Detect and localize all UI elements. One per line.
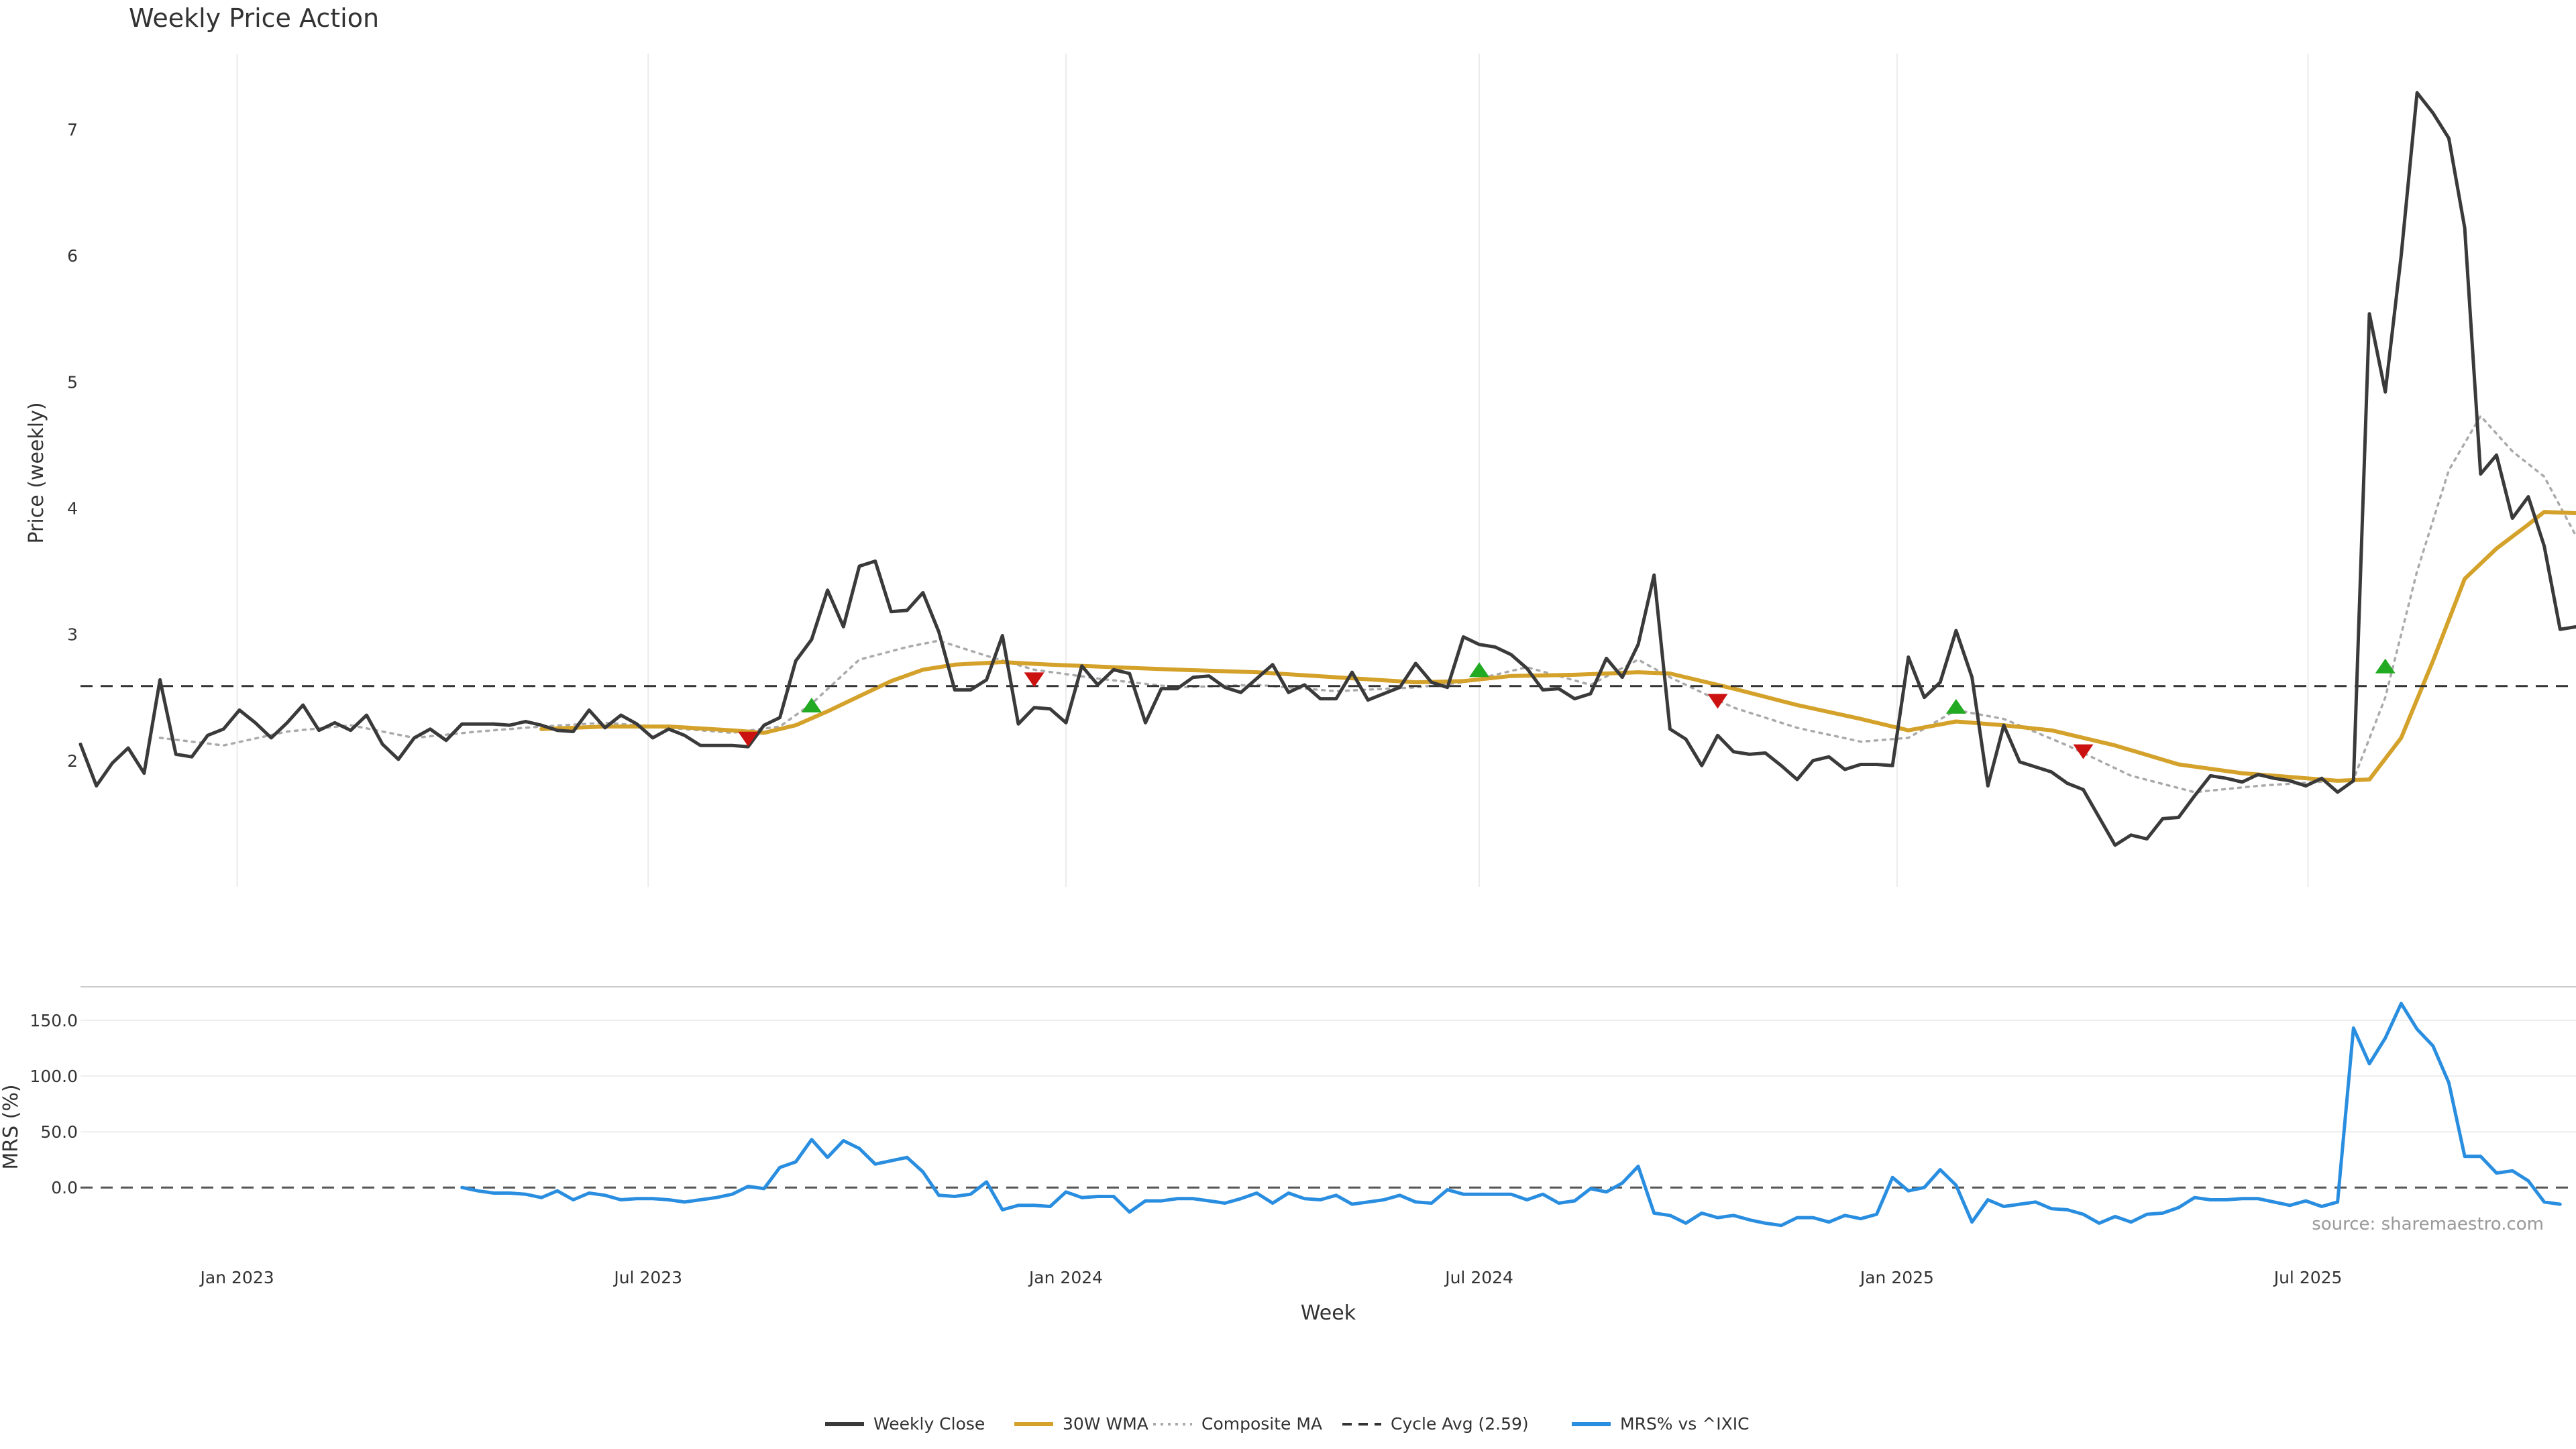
legend-item: 30W WMA — [1014, 1414, 1148, 1434]
mrs-grid — [80, 1019, 2576, 1189]
mrs-y-ticks: 0.0 50.0 100.0 150.0 — [30, 1011, 78, 1197]
price-grid — [236, 54, 2309, 887]
sell-signal-marker — [1024, 672, 1044, 688]
x-tick-label: Jan 2025 — [1859, 1268, 1934, 1287]
price-signals — [738, 658, 2396, 759]
x-axis-ticks: Jan 2023 Jul 2023 Jan 2024 Jul 2024 Jan 2025… — [199, 1268, 2343, 1287]
buy-signal-marker — [2375, 658, 2396, 674]
legend-label: Weekly Close — [873, 1414, 985, 1434]
mrs-y-tick-label: 0.0 — [51, 1178, 78, 1197]
legend-label: Cycle Avg (2.59) — [1391, 1414, 1529, 1434]
price-y-tick-label: 3 — [67, 625, 78, 645]
legend-item: Composite MA — [1153, 1414, 1322, 1434]
price-y-axis-title: Price (weekly) — [25, 402, 48, 543]
legend-label: Composite MA — [1201, 1414, 1322, 1434]
sell-signal-marker — [2073, 744, 2094, 759]
price-y-tick-label: 6 — [67, 246, 78, 266]
price-series — [78, 91, 2576, 847]
price-y-tick-label: 5 — [67, 372, 78, 392]
buy-signal-marker — [1945, 698, 1966, 714]
price-panel: Weekly Price Action Price (weekly) 2 3 4 5 6… — [25, 3, 2576, 887]
wma-30w-line — [539, 510, 2576, 783]
x-tick-label: Jul 2025 — [2273, 1268, 2343, 1287]
source-note: source: sharemaestro.com — [2312, 1214, 2544, 1234]
legend-item: MRS% vs ^IXIC — [1572, 1414, 1750, 1434]
legend-item: Cycle Avg (2.59) — [1342, 1414, 1529, 1434]
mrs-y-tick-label: 150.0 — [30, 1011, 78, 1030]
buy-signal-marker — [1469, 662, 1490, 678]
price-y-tick-label: 4 — [67, 499, 78, 519]
mrs-panel: MRS (%) 0.0 50.0 100.0 150.0 source: sharem… — [0, 986, 2576, 1325]
composite-ma-line — [158, 415, 2576, 794]
x-axis-title: Week — [1301, 1301, 1356, 1325]
mrs-y-axis-title: MRS (%) — [0, 1084, 23, 1169]
chart-title: Weekly Price Action — [129, 3, 379, 33]
x-tick-label: Jan 2023 — [199, 1268, 274, 1287]
legend-label: MRS% vs ^IXIC — [1620, 1414, 1750, 1434]
mrs-y-tick-label: 100.0 — [30, 1067, 78, 1086]
legend-label: 30W WMA — [1063, 1414, 1148, 1434]
mrs-series — [460, 1002, 2562, 1228]
legend-item: Weekly Close — [825, 1414, 985, 1434]
x-tick-label: Jan 2024 — [1028, 1268, 1103, 1287]
mrs-y-tick-label: 50.0 — [40, 1122, 78, 1142]
x-tick-label: Jul 2024 — [1444, 1268, 1513, 1287]
weekly-close-line — [78, 91, 2576, 847]
x-tick-label: Jul 2023 — [612, 1268, 682, 1287]
buy-signal-marker — [801, 698, 822, 712]
price-y-tick-label: 2 — [67, 751, 78, 771]
price-y-tick-label: 7 — [67, 120, 78, 140]
sell-signal-marker — [738, 731, 759, 747]
legend: Weekly Close 30W WMA Composite MA Cycle Avg… — [825, 1414, 1750, 1434]
price-y-ticks: 2 3 4 5 6 7 — [67, 120, 78, 771]
sell-signal-marker — [1707, 694, 1728, 709]
mrs-line — [460, 1002, 2562, 1228]
